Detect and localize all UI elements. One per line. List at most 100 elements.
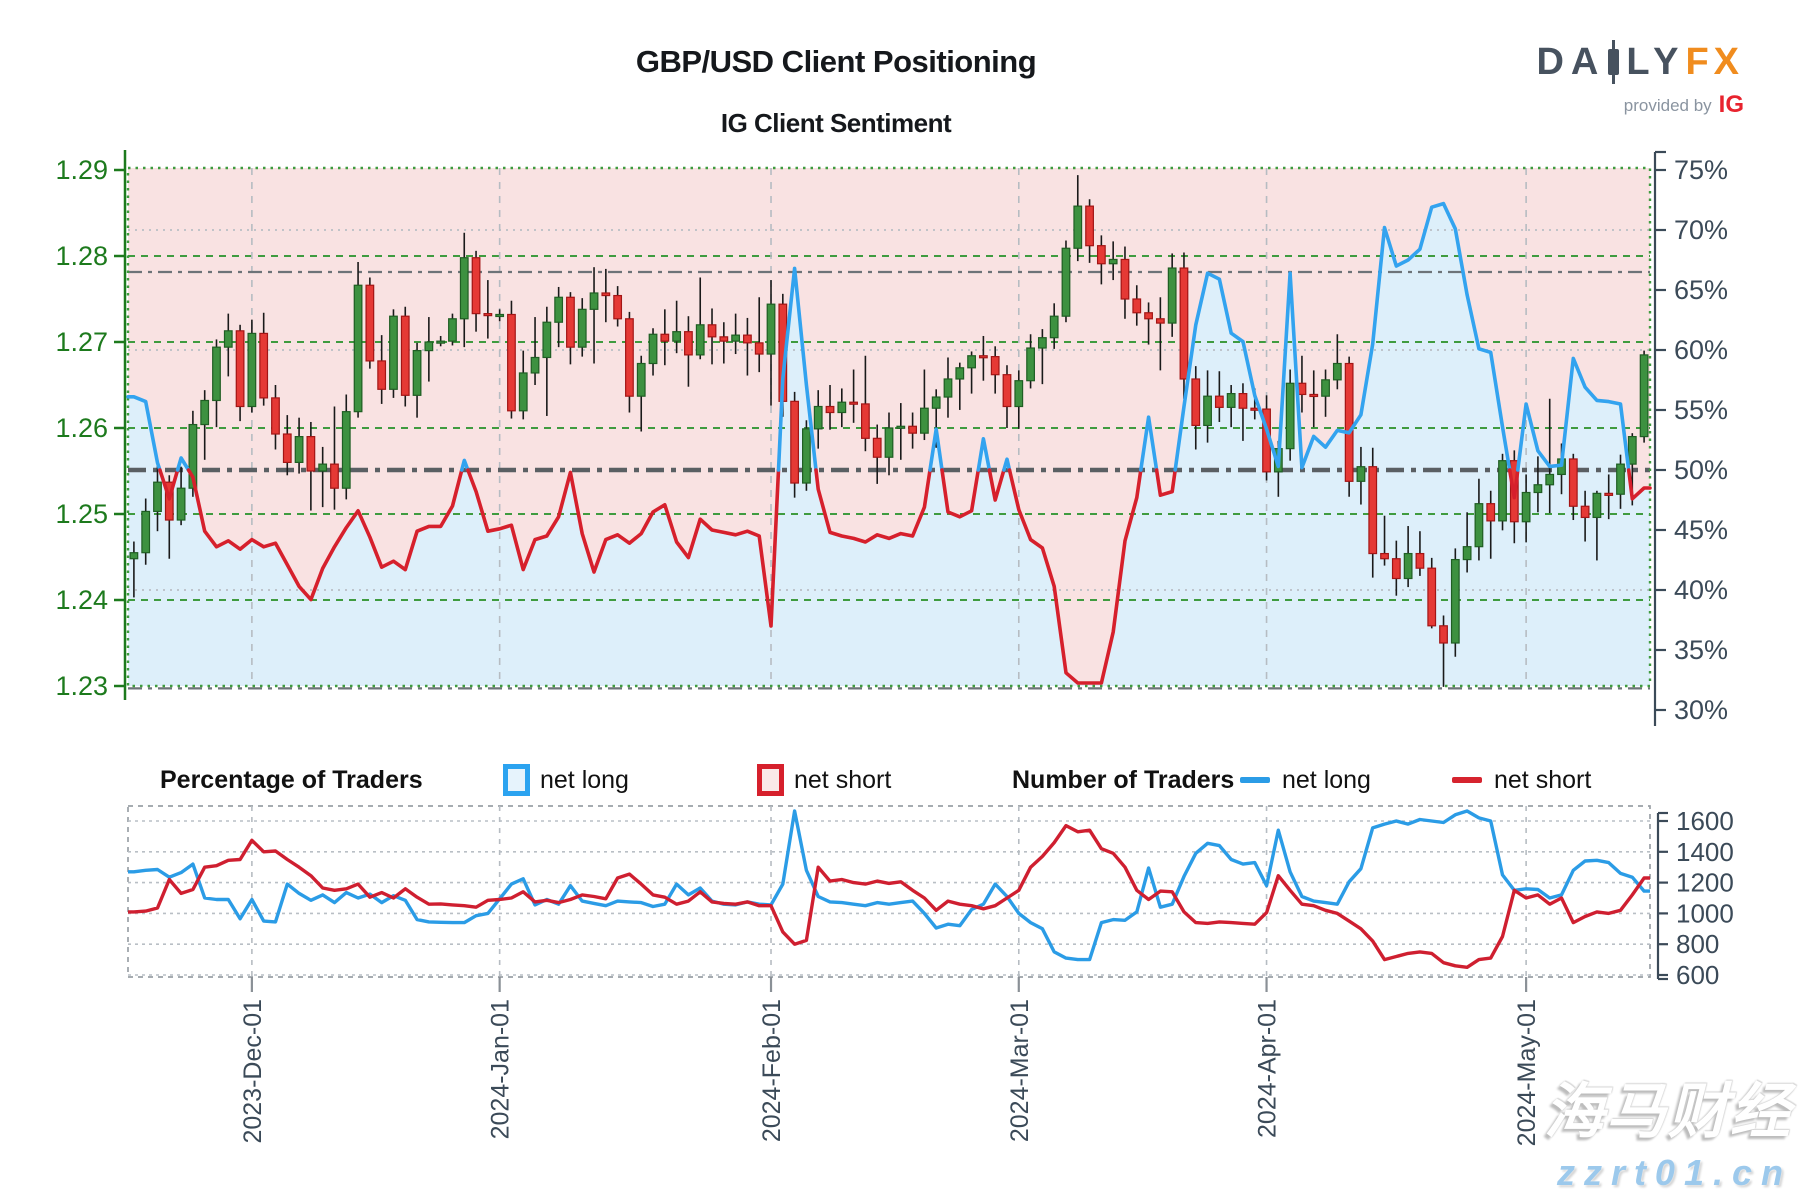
candle-bullish [389,315,398,390]
candle-bearish [1368,466,1378,555]
candle-bullish [955,367,965,380]
candle-bearish [1427,567,1437,627]
logo-text-ly: LY [1626,41,1686,83]
candle-bearish [1297,382,1307,396]
candle-bullish [1533,484,1543,494]
candle-bullish [636,362,646,397]
dailyfx-logo[interactable]: DA LY FX provided by IG [1536,40,1744,117]
pct-tick-label: 40% [1674,575,1728,605]
pct-tick-label: 30% [1674,695,1728,725]
legend-pct-net-long-swatch [503,762,530,798]
date-tick-label: 2024-May-01 [1513,999,1541,1146]
net-long-count-line [128,809,1650,962]
candle-bearish [1486,503,1496,522]
candle-bearish [908,425,917,434]
candle-bullish [518,372,528,412]
legend-num-net-long-swatch [1240,762,1270,798]
page-title: GBP/USD Client Positioning [635,44,1037,79]
candle-bullish [412,350,422,396]
provided-by-label: provided by [1623,95,1712,115]
date-tick-label: 2023-Dec-01 [239,999,267,1144]
candle-bearish [790,400,800,484]
pct-tick-label: 75% [1674,155,1728,185]
candle-bearish [825,405,835,414]
candle-bullish [424,341,434,352]
candle-bullish [141,510,151,554]
candle-bullish [1108,258,1118,265]
net-short-pct-line [814,468,932,544]
candle-bullish [1285,382,1295,450]
legend-pct-net-short-label: net short [794,765,892,794]
candle-bullish [176,487,186,521]
candle-bearish [471,257,481,315]
candle-bullish [1014,380,1024,408]
candle-bullish [919,407,929,434]
price-tick-label: 1.24 [55,585,108,615]
candle-bullish [837,401,847,414]
candle-bullish [530,356,540,374]
candlestick-icon [1608,40,1620,84]
candle-bullish [695,324,705,356]
count-tick-label: 1400 [1676,837,1734,867]
candle-bearish [306,436,316,472]
net-short-box-icon [757,764,784,796]
candle-bearish [1002,374,1012,408]
candle-bearish [1144,312,1153,320]
net-long-pct-line [976,436,992,472]
candle-bullish [200,399,210,426]
candle-bearish [483,313,493,317]
candle-bullish [1450,558,1460,644]
date-axis: 2023-Dec-01 2024-Jan-01 2024-Feb-01 2024-Ma… [239,977,1541,1146]
candle-bearish [377,360,387,390]
candle-bullish [1332,362,1342,381]
candle-bullish [247,332,257,408]
candle-bullish [1403,552,1413,580]
candle-bullish [542,321,552,359]
candle-bearish [613,294,623,320]
candle-bearish [235,330,245,408]
candle-bearish [660,333,670,342]
candle-bullish [212,346,221,402]
candle-bullish [943,378,953,398]
candle-bearish [1580,505,1590,519]
date-tick-label: 2024-Feb-01 [758,999,786,1142]
candle-bearish [1155,318,1165,324]
candle-bearish [707,324,717,338]
candle-bullish [896,425,906,429]
net-long-line-icon [1240,777,1270,783]
candle-bullish [436,340,446,344]
candle-bearish [1309,393,1319,398]
date-tick-label: 2024-Apr-01 [1254,999,1282,1138]
candle-bearish [601,292,611,297]
price-tick-label: 1.25 [55,499,108,529]
candle-bullish [1026,347,1035,382]
pct-tick-label: 70% [1674,215,1728,245]
net-short-pct-line [1626,468,1652,501]
logo-text-fx: FX [1685,41,1744,83]
candle-bullish [1203,395,1212,427]
net-short-pct-line [1154,468,1177,498]
legend-pct-traders-label: Percentage of Traders [160,765,423,794]
candle-bullish [318,463,328,472]
candlesticks [129,175,1649,687]
candle-bearish [1391,558,1401,580]
net-long-pct-line [928,427,944,472]
candle-bearish [849,401,859,405]
candle-bearish [684,331,693,356]
net-short-pct-line [1007,468,1143,685]
candle-bullish [1545,473,1555,486]
net-short-pct-line [158,468,180,501]
candle-bearish [282,433,292,463]
candle-bullish [1061,247,1071,317]
date-tick-label: 2024-Jan-01 [487,999,515,1139]
candle-bullish [589,292,599,310]
candle-bullish [1037,337,1047,349]
candle-bullish [1616,463,1625,495]
net-short-pct-line [940,468,981,519]
candle-bullish [1356,466,1366,482]
candle-bullish [1226,393,1236,408]
candle-bullish [448,318,457,342]
candle-bearish [1096,245,1106,265]
